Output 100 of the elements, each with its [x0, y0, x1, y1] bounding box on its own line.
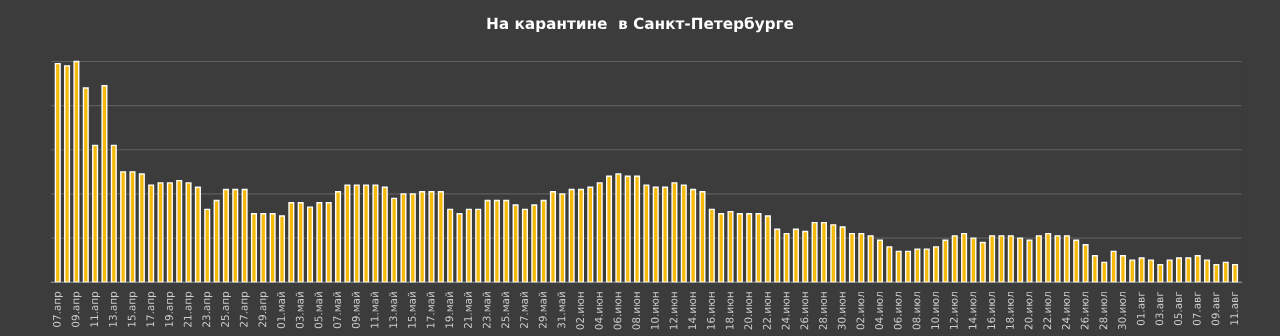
bar — [419, 191, 426, 283]
x-tick-label: 03.авг — [1155, 291, 1164, 326]
bar — [970, 237, 977, 283]
bar — [998, 235, 1005, 283]
bar — [736, 213, 743, 283]
bar — [568, 188, 575, 283]
bar — [1101, 261, 1108, 283]
bar — [820, 221, 827, 283]
bar — [643, 184, 650, 283]
bar — [1222, 261, 1229, 283]
bar — [409, 193, 416, 283]
bar — [213, 199, 220, 283]
x-tick-label: 09.апр — [71, 291, 82, 327]
bar — [783, 232, 790, 283]
bar — [718, 213, 725, 283]
x-tick-label: 04.июн — [594, 292, 603, 330]
bar — [624, 175, 631, 283]
x-tick-label: 18.июл — [1005, 292, 1014, 329]
bar — [634, 175, 641, 283]
x-tick-label: 30.июл — [1118, 292, 1126, 330]
bar — [802, 230, 809, 283]
x-tick-label: 22.июл — [1043, 292, 1052, 330]
x-tick-label: 02.июн — [576, 292, 585, 330]
bar — [951, 235, 958, 283]
x-tick-label: 14.июл — [968, 292, 977, 329]
x-tick-label: 19.апр — [165, 291, 175, 327]
bar — [671, 182, 678, 283]
bar — [232, 188, 239, 283]
bar — [1232, 263, 1239, 283]
x-tick-label: 27.апр — [239, 291, 250, 327]
bar — [559, 193, 566, 283]
x-tick-label: 24.июн — [781, 292, 790, 330]
bar — [605, 175, 613, 283]
x-tick-label: 21.апр — [183, 291, 194, 327]
bar — [493, 199, 500, 283]
bar — [904, 250, 912, 283]
bar — [1157, 263, 1164, 283]
x-tick-label: 07.май — [333, 292, 342, 329]
x-tick-label: 06.июн — [613, 292, 622, 330]
x-tick-label: 24.июл — [1062, 292, 1070, 330]
x-tick-label: 20.июл — [1024, 292, 1033, 330]
bar — [792, 228, 799, 283]
bar — [774, 228, 781, 283]
bar — [521, 208, 528, 283]
x-tick-label: 15.май — [407, 292, 416, 328]
bar — [933, 246, 940, 283]
chart-title: На карантине в Санкт-Петербурге — [487, 16, 794, 33]
x-tick-label: 07.авг — [1192, 291, 1201, 326]
bar — [886, 246, 893, 283]
x-tick-label: 07.апр — [52, 291, 63, 327]
bar — [278, 215, 286, 283]
bar — [764, 215, 771, 283]
bar — [64, 65, 71, 283]
x-tick-label: 30.июн — [837, 292, 846, 330]
bar — [250, 213, 257, 283]
bar — [1017, 237, 1024, 283]
x-tick-label: 08.июн — [632, 292, 641, 330]
x-tick-label: 09.май — [351, 292, 360, 329]
bar — [848, 232, 855, 283]
x-tick-label: 19.май — [445, 292, 454, 328]
x-tick-label: 21.май — [463, 292, 472, 329]
bar — [1082, 244, 1089, 283]
bar — [1147, 259, 1154, 283]
x-tick-label: 23.апр — [202, 291, 213, 327]
bar — [372, 184, 379, 283]
bar — [297, 202, 304, 283]
x-tick-label: 26.июн — [800, 292, 809, 330]
x-tick-label: 12.июл — [949, 292, 958, 329]
x-tick-label: 04.июл — [875, 292, 884, 330]
x-tick-label: 27.май — [519, 292, 528, 329]
bar — [727, 210, 734, 283]
bar — [1091, 255, 1098, 283]
x-tick-label: 13.май — [389, 292, 398, 328]
x-tick-label: 28.июн — [819, 292, 827, 330]
bar — [1007, 235, 1014, 283]
bar — [830, 224, 837, 283]
bar — [241, 188, 248, 283]
x-tick-label: 16.июн — [706, 292, 715, 330]
x-tick-label: 01.авг — [1136, 291, 1145, 326]
bar — [662, 186, 669, 283]
bar — [269, 213, 276, 283]
bar — [811, 221, 818, 283]
x-tick-label: 10.июл — [931, 292, 940, 329]
bar — [746, 213, 753, 283]
bar — [456, 213, 463, 283]
bar — [484, 199, 491, 283]
bar — [1213, 263, 1220, 283]
bar — [1026, 239, 1033, 283]
bar — [914, 248, 921, 283]
bar — [204, 208, 211, 283]
bar — [1119, 255, 1126, 283]
bar — [1194, 255, 1201, 283]
bar — [1110, 250, 1117, 283]
x-tick-label: 23.май — [482, 292, 491, 329]
bar — [260, 213, 267, 283]
x-tick-label: 29.апр — [258, 291, 269, 327]
bar — [176, 179, 183, 283]
bar — [120, 171, 127, 283]
x-tick-label: 01.май — [277, 292, 286, 329]
bar — [1073, 239, 1080, 283]
